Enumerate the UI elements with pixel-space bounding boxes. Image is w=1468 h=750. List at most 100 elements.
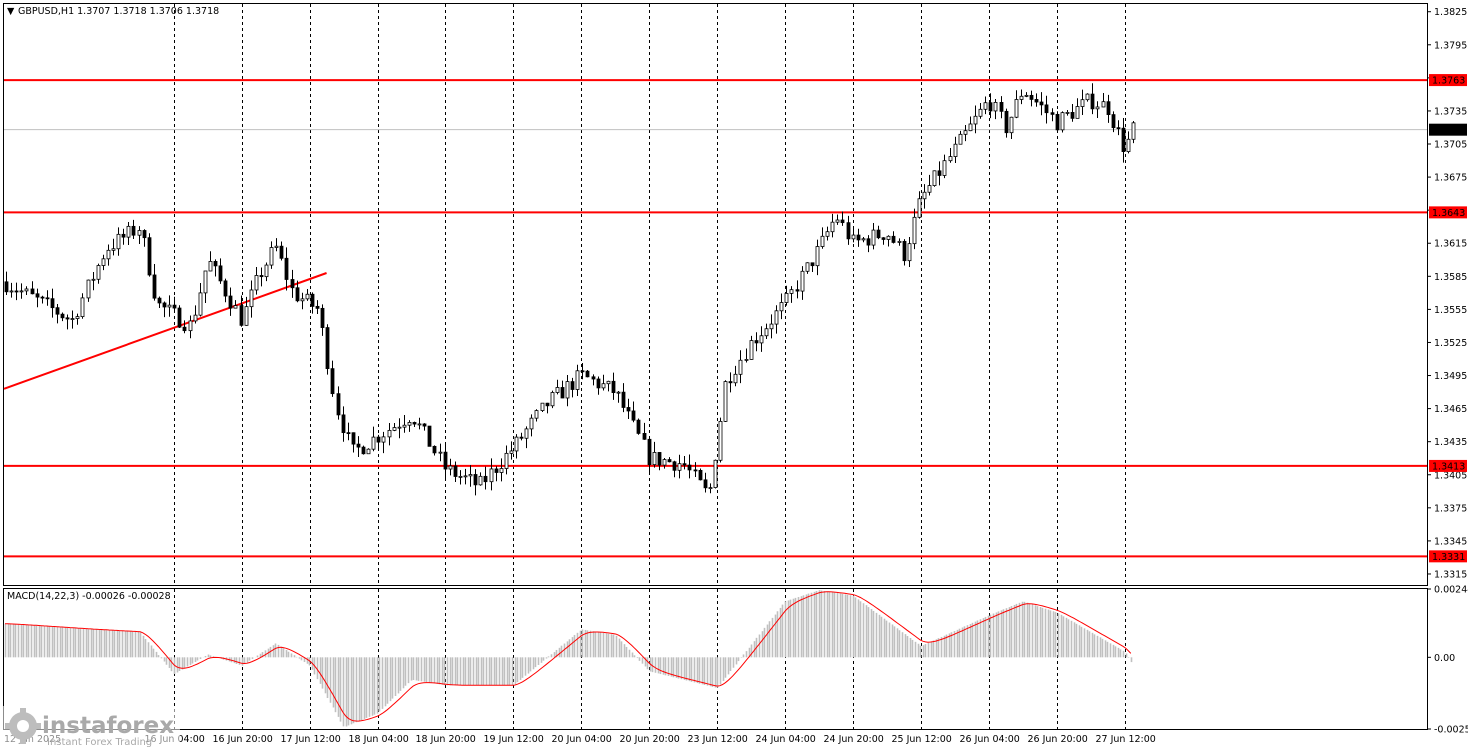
candle-body [1024,94,1029,97]
time-tick-label: 18 Jun 20:00 [416,734,476,745]
candle-body [733,373,738,384]
candle-body [1009,116,1014,134]
candle-body [795,289,800,292]
candle-body [789,289,794,294]
macd-header: MACD(14,22,3) -0.00026 -0.00028 [7,591,171,602]
price-tick-label: 1.3495 [1434,371,1467,382]
candle-body [381,436,386,443]
candle-body [779,302,784,312]
level-tag-label: 1.3643 [1432,208,1465,219]
candle-body [698,469,703,481]
candle-body [744,359,749,361]
candle-body [1060,112,1065,131]
candle-body [193,314,198,322]
candle-body [708,487,713,489]
gear-icon [5,708,41,744]
candle-body [861,238,866,241]
candle-body [50,298,55,309]
candle-body [963,130,968,135]
candle-body [162,302,167,308]
candle-body [1095,106,1100,110]
price-tick-label: 1.3795 [1434,40,1467,51]
candle-body [1014,99,1019,118]
candle-body [458,475,463,478]
candle-body [499,468,504,473]
level-tag [1429,74,1467,87]
trendline-group[interactable] [3,272,327,390]
level-tag [1429,206,1467,219]
symbol-menu-arrow[interactable]: ▼ [7,6,15,17]
candle-body [942,160,947,176]
time-tick-label: 24 Jun 04:00 [756,734,816,745]
candle-body [1055,113,1060,131]
candle-body [233,305,238,309]
candle-body [713,459,718,488]
candle-body [142,230,147,239]
candle-body [851,234,856,240]
price-tick-label: 1.3585 [1434,272,1467,283]
price-tick-label: 1.3435 [1434,437,1467,448]
level-tag [1429,550,1467,563]
candle-body [840,219,845,224]
candle-body [591,376,596,380]
candle-body [65,317,70,320]
candle-body [560,387,565,399]
candle-body [330,368,335,395]
candle-body [438,451,443,454]
candle-body [351,432,356,445]
candle-body [917,198,922,218]
candle-body [687,464,692,471]
candle-body [4,281,9,293]
candle-body [693,469,698,472]
candle-body [667,459,672,463]
candle-body [881,237,886,240]
candle-body [769,323,774,330]
candle-body [172,304,177,309]
candle-body [473,474,478,486]
candle-body [585,370,590,378]
candle-body [305,293,310,300]
candle-body [912,216,917,245]
candle-body [1126,138,1131,153]
candle-body [514,436,519,452]
candle-body [968,123,973,132]
candle-body [320,307,325,328]
candle-body [131,225,136,236]
candle-body [927,185,932,193]
candle-body [524,428,529,439]
candle-body [284,257,289,280]
trendline [3,272,327,390]
candle-body [24,288,29,292]
candle-body [958,133,963,145]
candle-body [137,230,142,236]
time-tick-label: 18 Jun 04:00 [349,734,409,745]
candle-body [213,261,218,267]
candle-body [886,235,891,240]
candle-body [759,335,764,344]
candle-body [274,245,279,248]
time-tick-label: 25 Jun 12:00 [892,734,952,745]
candle-body [412,422,417,425]
time-tick-label: 23 Jun 12:00 [688,734,748,745]
price-tick-label: 1.3825 [1434,7,1467,18]
candle-body [443,451,448,470]
candle-body [111,248,116,251]
time-tick-label: 19 Jun 12:00 [484,734,544,745]
candle-body [540,402,545,411]
candle-body [14,290,19,293]
candle-body [60,313,65,319]
candle-body [948,156,953,162]
price-tick-label: 1.3315 [1434,569,1467,580]
candle-body [611,380,616,393]
candle-body [642,433,647,440]
candle-body [376,436,381,443]
candle-body [325,327,330,370]
candle-body [9,290,14,293]
candle-body [601,383,606,389]
horizontal-levels[interactable] [4,79,1427,558]
candle-body [264,264,269,278]
candle-body [121,233,126,238]
candle-body [897,240,902,243]
